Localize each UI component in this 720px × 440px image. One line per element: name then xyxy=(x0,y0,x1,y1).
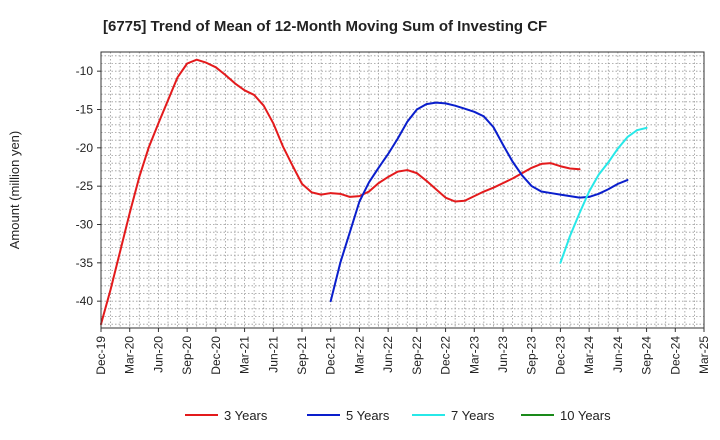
legend-label: 10 Years xyxy=(560,408,611,423)
y-tick-label: -30 xyxy=(76,218,94,232)
x-tick-label: Jun-22 xyxy=(381,336,395,373)
grid xyxy=(101,52,704,328)
series-layer xyxy=(100,58,648,326)
x-tick-label: Dec-22 xyxy=(439,336,453,375)
series-line-3-years xyxy=(100,58,581,326)
plot-frame xyxy=(100,51,705,329)
x-tick-label: Mar-22 xyxy=(352,336,366,374)
chart-title: [6775] Trend of Mean of 12-Month Moving … xyxy=(103,18,547,35)
x-tick-label: Sep-21 xyxy=(295,336,309,375)
x-tick-label: Sep-24 xyxy=(640,336,654,375)
x-tick-label: Sep-22 xyxy=(410,336,424,375)
series-line-5-years xyxy=(329,101,629,303)
y-tick-label: -35 xyxy=(76,256,94,270)
x-tick-label: Mar-21 xyxy=(238,336,252,374)
x-tick-label: Mar-23 xyxy=(467,336,481,374)
x-tick-label: Mar-20 xyxy=(123,336,137,374)
legend-label: 3 Years xyxy=(224,408,268,423)
x-tick-label: Jun-24 xyxy=(611,336,625,373)
y-tick-label: -15 xyxy=(76,103,94,117)
x-tick-label: Sep-20 xyxy=(180,336,194,375)
y-axis-label: Amount (million yen) xyxy=(7,131,22,250)
y-tick-label: -20 xyxy=(76,141,94,155)
x-tick-label: Mar-25 xyxy=(697,336,711,374)
series-line-7-years xyxy=(559,126,648,264)
y-tick-label: -40 xyxy=(76,294,94,308)
x-tick-label: Dec-19 xyxy=(94,336,108,375)
x-tick-label: Jun-23 xyxy=(496,336,510,373)
y-axis: -10 -15 -20 -25 -30 -35 -40 xyxy=(76,64,101,308)
y-tick-label: -25 xyxy=(76,179,94,193)
x-tick-label: Dec-24 xyxy=(668,336,682,375)
legend: 3 Years 5 Years 7 Years 10 Years xyxy=(185,408,611,423)
legend-label: 7 Years xyxy=(451,408,495,423)
legend-label: 5 Years xyxy=(346,408,390,423)
x-tick-label: Dec-20 xyxy=(209,336,223,375)
x-tick-label: Sep-23 xyxy=(525,336,539,375)
y-tick-label: -10 xyxy=(76,64,94,78)
x-tick-label: Jun-21 xyxy=(266,336,280,373)
x-axis: Dec-19 Mar-20 Jun-20 Sep-20 Dec-20 Mar-21 Jun-… xyxy=(94,328,711,375)
x-tick-label: Mar-24 xyxy=(582,336,596,374)
x-tick-label: Dec-23 xyxy=(553,336,567,375)
x-tick-label: Dec-21 xyxy=(324,336,338,375)
x-tick-label: Jun-20 xyxy=(151,336,165,373)
